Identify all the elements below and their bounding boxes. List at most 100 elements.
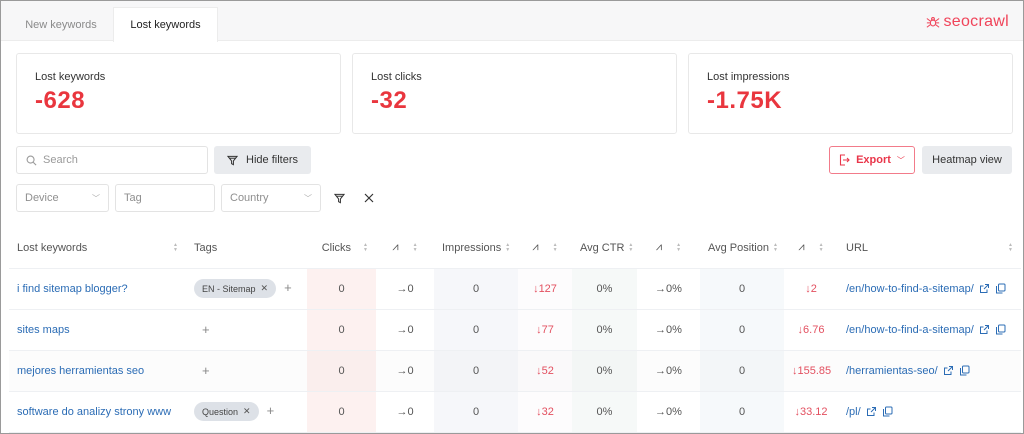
sort-icon[interactable]: ▲ ▼ bbox=[552, 241, 558, 253]
position-cell: 0 bbox=[700, 350, 784, 392]
col-header-keyword[interactable]: Lost keywords ▲ ▼ bbox=[9, 228, 186, 269]
tag-placeholder: Tag bbox=[124, 192, 142, 204]
tag-chip: EN - Sitemap ✕ bbox=[194, 279, 277, 298]
col-header-position-trend[interactable]: ⩘ ▲ ▼ bbox=[784, 228, 838, 269]
external-link-icon[interactable] bbox=[979, 324, 990, 335]
hide-filters-button[interactable]: Hide filters bbox=[214, 146, 311, 174]
impressions-cell: 0 bbox=[434, 391, 518, 433]
clicks-cell: 0 bbox=[307, 350, 376, 392]
heatmap-view-button[interactable]: Heatmap view bbox=[922, 146, 1012, 174]
ctr-trend-cell: →0% bbox=[637, 309, 700, 351]
filter-icon bbox=[333, 193, 345, 203]
col-header-tags: Tags bbox=[186, 228, 307, 269]
col-header-clicks-trend[interactable]: ⩘ ▲ ▼ bbox=[376, 228, 434, 269]
col-header-url[interactable]: URL ▲ ▼ bbox=[838, 228, 1021, 269]
copy-icon[interactable] bbox=[995, 283, 1006, 294]
trend-chart-icon: ⩘ bbox=[392, 241, 399, 254]
card-value: -628 bbox=[35, 87, 86, 114]
chevron-down-icon: ﹀ bbox=[304, 193, 312, 203]
external-link-icon[interactable] bbox=[943, 365, 954, 376]
col-header-clicks[interactable]: Clicks ▲ ▼ bbox=[307, 228, 376, 269]
col-header-ctr-trend[interactable]: ⩘ ▲ ▼ bbox=[637, 228, 700, 269]
sort-icon[interactable]: ▲ ▼ bbox=[772, 241, 778, 253]
clicks-trend-cell: →0 bbox=[376, 391, 434, 433]
remove-tag-icon[interactable]: ✕ bbox=[243, 406, 251, 416]
hide-filters-label: Hide filters bbox=[246, 154, 298, 166]
impressions-trend-cell: ↓77 bbox=[518, 309, 572, 351]
card-label: Lost impressions bbox=[707, 71, 790, 83]
add-tag-button[interactable]: + bbox=[202, 322, 210, 337]
brand-name: seocrawl bbox=[943, 13, 1009, 30]
add-tag-button[interactable]: + bbox=[266, 402, 275, 418]
url-link[interactable]: /herramientas-seo/ bbox=[846, 364, 938, 377]
card-lost-clicks: Lost clicks -32 bbox=[352, 53, 677, 134]
copy-icon[interactable] bbox=[959, 365, 970, 376]
keyword-link[interactable]: mejores herramientas seo bbox=[17, 364, 145, 377]
clicks-cell: 0 bbox=[307, 309, 376, 351]
device-select[interactable]: Device ﹀ bbox=[16, 184, 109, 212]
impressions-trend-cell: ↓127 bbox=[518, 268, 572, 310]
card-label: Lost clicks bbox=[371, 71, 422, 83]
spider-icon bbox=[927, 17, 940, 28]
impressions-trend-cell: ↓32 bbox=[518, 391, 572, 433]
clicks-trend-cell: →0 bbox=[376, 309, 434, 351]
seocrawl-logo: seocrawl bbox=[926, 13, 1009, 31]
sort-icon[interactable]: ▲ ▼ bbox=[412, 241, 418, 253]
country-placeholder: Country bbox=[230, 192, 269, 204]
clicks-cell: 0 bbox=[307, 391, 376, 433]
position-trend-cell: ↓6.76 bbox=[784, 309, 838, 351]
clicks-trend-cell: →0 bbox=[376, 268, 434, 310]
tag-input[interactable]: Tag bbox=[115, 184, 215, 212]
sort-icon[interactable]: ▲ ▼ bbox=[173, 241, 178, 253]
col-header-impressions-trend[interactable]: ⩘ ▲ ▼ bbox=[518, 228, 572, 269]
impressions-cell: 0 bbox=[434, 350, 518, 392]
url-link[interactable]: /pl/ bbox=[846, 405, 861, 418]
sort-icon[interactable]: ▲ ▼ bbox=[818, 241, 824, 253]
keyword-link[interactable]: sites maps bbox=[17, 323, 70, 336]
copy-icon[interactable] bbox=[995, 324, 1006, 335]
copy-icon[interactable] bbox=[882, 406, 893, 417]
keyword-link[interactable]: software do analizy strony www bbox=[17, 405, 172, 418]
external-link-icon[interactable] bbox=[979, 283, 990, 294]
tab-bar: New keywords Lost keywords seocrawl bbox=[1, 1, 1023, 42]
ctr-trend-cell: →0% bbox=[637, 391, 700, 433]
position-trend-cell: ↓155.85 bbox=[784, 350, 838, 392]
tab-lost-keywords[interactable]: Lost keywords bbox=[113, 7, 218, 42]
ctr-trend-cell: →0% bbox=[637, 350, 700, 392]
sort-icon[interactable]: ▲ ▼ bbox=[1008, 241, 1013, 253]
apply-filter-button[interactable] bbox=[328, 187, 350, 209]
search-input[interactable] bbox=[43, 154, 193, 166]
trend-chart-icon: ⩘ bbox=[655, 241, 663, 254]
url-link[interactable]: /en/how-to-find-a-sitemap/ bbox=[846, 282, 974, 295]
ctr-cell: 0% bbox=[572, 391, 637, 433]
clicks-cell: 0 bbox=[307, 268, 376, 310]
col-header-impressions[interactable]: Impressions ▲ ▼ bbox=[434, 228, 518, 269]
search-icon bbox=[26, 155, 37, 165]
sort-icon[interactable]: ▲ ▼ bbox=[676, 241, 682, 253]
chevron-down-icon: ﹀ bbox=[92, 193, 100, 203]
export-button[interactable]: Export ﹀ bbox=[829, 146, 915, 174]
col-header-position[interactable]: Avg Position ▲ ▼ bbox=[700, 228, 784, 269]
sort-icon[interactable]: ▲ ▼ bbox=[505, 241, 511, 253]
card-label: Lost keywords bbox=[35, 71, 106, 83]
external-link-icon[interactable] bbox=[866, 406, 877, 417]
sort-icon[interactable]: ▲ ▼ bbox=[363, 241, 368, 253]
tab-new-keywords[interactable]: New keywords bbox=[25, 18, 97, 31]
sort-icon[interactable]: ▲ ▼ bbox=[628, 241, 634, 253]
add-tag-button[interactable]: + bbox=[202, 363, 210, 378]
clicks-trend-cell: →0 bbox=[376, 350, 434, 392]
lost-keywords-table: Lost keywords ▲ ▼ Tags Clicks ▲ ▼ ⩘ ▲ ▼ Impres… bbox=[9, 228, 1021, 433]
trend-chart-icon: ⩘ bbox=[798, 241, 805, 254]
keyword-link[interactable]: i find sitemap blogger? bbox=[17, 282, 128, 295]
search-box[interactable] bbox=[16, 146, 208, 174]
add-tag-button[interactable]: + bbox=[284, 279, 292, 295]
country-select[interactable]: Country ﹀ bbox=[221, 184, 321, 212]
card-lost-impressions: Lost impressions -1.75K bbox=[688, 53, 1013, 134]
remove-tag-icon[interactable]: ✕ bbox=[260, 283, 269, 293]
clear-filters-button[interactable] bbox=[358, 187, 380, 209]
impressions-cell: 0 bbox=[434, 268, 518, 310]
url-link[interactable]: /en/how-to-find-a-sitemap/ bbox=[846, 323, 974, 336]
col-header-ctr[interactable]: Avg CTR ▲ ▼ bbox=[572, 228, 637, 269]
trend-chart-icon: ⩘ bbox=[532, 241, 539, 254]
